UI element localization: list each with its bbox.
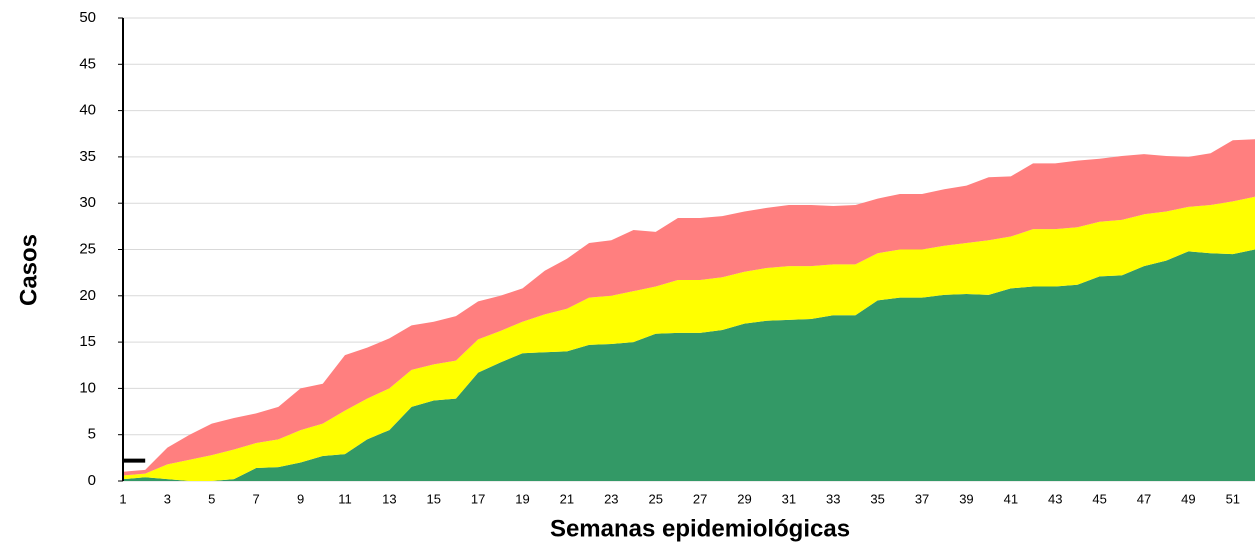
x-tick-label: 15 bbox=[427, 491, 441, 506]
area bbox=[123, 249, 1255, 481]
y-tick-label: 10 bbox=[79, 379, 96, 396]
area bbox=[123, 139, 1255, 476]
x-tick-label: 21 bbox=[560, 491, 574, 506]
y-tick-label: 40 bbox=[79, 102, 96, 119]
y-tick-label: 25 bbox=[79, 240, 96, 257]
x-tick-label: 43 bbox=[1048, 491, 1062, 506]
y-tick-label: 35 bbox=[79, 148, 96, 165]
y-tick-label: 20 bbox=[79, 287, 96, 304]
x-tick-label: 49 bbox=[1181, 491, 1195, 506]
y-axis-label: Casos bbox=[15, 234, 42, 306]
area bbox=[123, 196, 1255, 481]
y-tick-label: 15 bbox=[79, 333, 96, 350]
x-tick-label: 33 bbox=[826, 491, 840, 506]
x-tick-label: 13 bbox=[382, 491, 396, 506]
y-tick-label: 50 bbox=[79, 9, 96, 26]
y-tick-label: 45 bbox=[79, 55, 96, 72]
x-tick-label: 1 bbox=[119, 491, 126, 506]
x-tick-label: 7 bbox=[253, 491, 260, 506]
x-tick-label: 35 bbox=[870, 491, 884, 506]
y-tick-label: 30 bbox=[79, 194, 96, 211]
x-tick-label: 41 bbox=[1004, 491, 1018, 506]
x-tick-label: 27 bbox=[693, 491, 707, 506]
y-tick-label: 5 bbox=[88, 426, 96, 443]
x-tick-label: 5 bbox=[208, 491, 215, 506]
x-tick-label: 9 bbox=[297, 491, 304, 506]
y-tick-label: 0 bbox=[88, 472, 96, 489]
x-tick-label: 31 bbox=[782, 491, 796, 506]
x-tick-label: 23 bbox=[604, 491, 618, 506]
x-tick-label: 25 bbox=[648, 491, 662, 506]
x-axis-label: Semanas epidemiológicas bbox=[550, 515, 850, 542]
x-tick-label: 19 bbox=[515, 491, 529, 506]
x-tick-label: 17 bbox=[471, 491, 485, 506]
x-tick-label: 3 bbox=[164, 491, 171, 506]
x-tick-label: 51 bbox=[1226, 491, 1240, 506]
x-tick-label: 47 bbox=[1137, 491, 1151, 506]
x-tick-label: 37 bbox=[915, 491, 929, 506]
x-tick-label: 45 bbox=[1092, 491, 1106, 506]
x-tick-label: 11 bbox=[338, 491, 352, 506]
x-tick-label: 29 bbox=[737, 491, 751, 506]
x-tick-label: 39 bbox=[959, 491, 973, 506]
